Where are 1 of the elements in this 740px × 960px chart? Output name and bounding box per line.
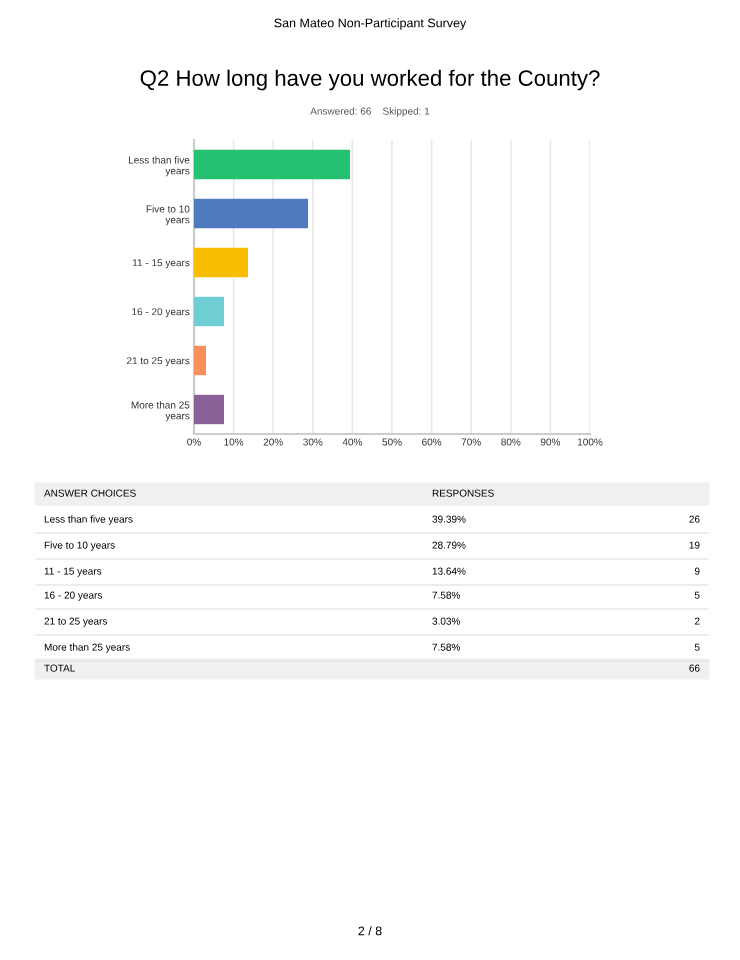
chart-title: Q2 How long have you worked for the County? [140, 69, 600, 91]
